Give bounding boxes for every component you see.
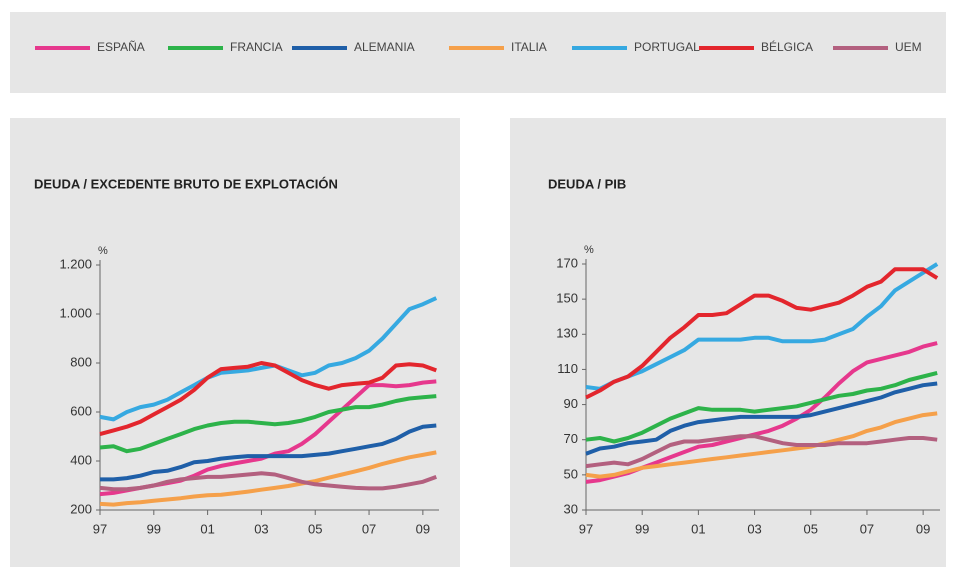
series-line	[99, 471, 437, 492]
y-tick-label: 1.000	[59, 305, 92, 320]
x-tick-label: 05	[804, 521, 818, 536]
y-tick-label: 130	[556, 326, 578, 341]
x-tick-label: 07	[860, 521, 874, 536]
x-tick-label: 05	[308, 521, 322, 536]
x-tick-label: 97	[93, 521, 107, 536]
chart-title: DEUDA / EXCEDENTE BRUTO DE EXPLOTACIÓN	[34, 176, 338, 191]
x-tick-label: 09	[916, 521, 930, 536]
x-tick-label: 07	[362, 521, 376, 536]
x-tick-label: 03	[254, 521, 268, 536]
x-tick-label: 09	[416, 521, 430, 536]
y-tick-label: 110	[557, 361, 578, 376]
x-tick-label: 99	[635, 521, 649, 536]
legend-label: UEM	[895, 40, 922, 54]
x-tick-label: 03	[747, 521, 761, 536]
legend-label: PORTUGAL	[634, 40, 700, 54]
y-tick-label: 90	[564, 396, 578, 411]
legend-box	[10, 12, 946, 93]
x-tick-label: 01	[200, 521, 214, 536]
chart-title: DEUDA / PIB	[548, 176, 626, 191]
legend-label: ITALIA	[511, 40, 547, 54]
series-line	[585, 370, 938, 444]
panel	[510, 118, 946, 567]
series-line	[100, 423, 437, 482]
series-line	[585, 381, 938, 456]
y-unit: %	[584, 244, 594, 256]
series-line	[99, 394, 437, 454]
series-line	[585, 411, 938, 479]
y-tick-label: 200	[70, 501, 92, 516]
series-line	[99, 296, 438, 422]
series-line	[99, 361, 437, 437]
series-line	[585, 267, 939, 400]
x-tick-label: 99	[147, 521, 161, 536]
y-tick-label: 400	[70, 452, 92, 467]
legend-label: ESPAÑA	[97, 40, 145, 54]
y-tick-label: 50	[564, 466, 578, 481]
legend-label: BÉLGICA	[761, 39, 813, 54]
y-tick-label: 70	[564, 431, 578, 446]
y-tick-label: 30	[564, 501, 578, 516]
x-tick-label: 01	[691, 521, 705, 536]
y-tick-label: 800	[70, 354, 92, 369]
x-tick-label: 97	[579, 521, 593, 536]
y-tick-label: 150	[556, 291, 578, 306]
y-unit: %	[98, 245, 108, 257]
series-line	[585, 262, 939, 391]
series-line	[99, 450, 437, 507]
legend-label: FRANCIA	[230, 40, 283, 54]
y-tick-label: 1.200	[59, 256, 92, 271]
series-line	[585, 434, 938, 469]
legend-label: ALEMANIA	[354, 40, 415, 54]
y-tick-label: 600	[70, 403, 92, 418]
y-tick-label: 170	[556, 255, 578, 270]
